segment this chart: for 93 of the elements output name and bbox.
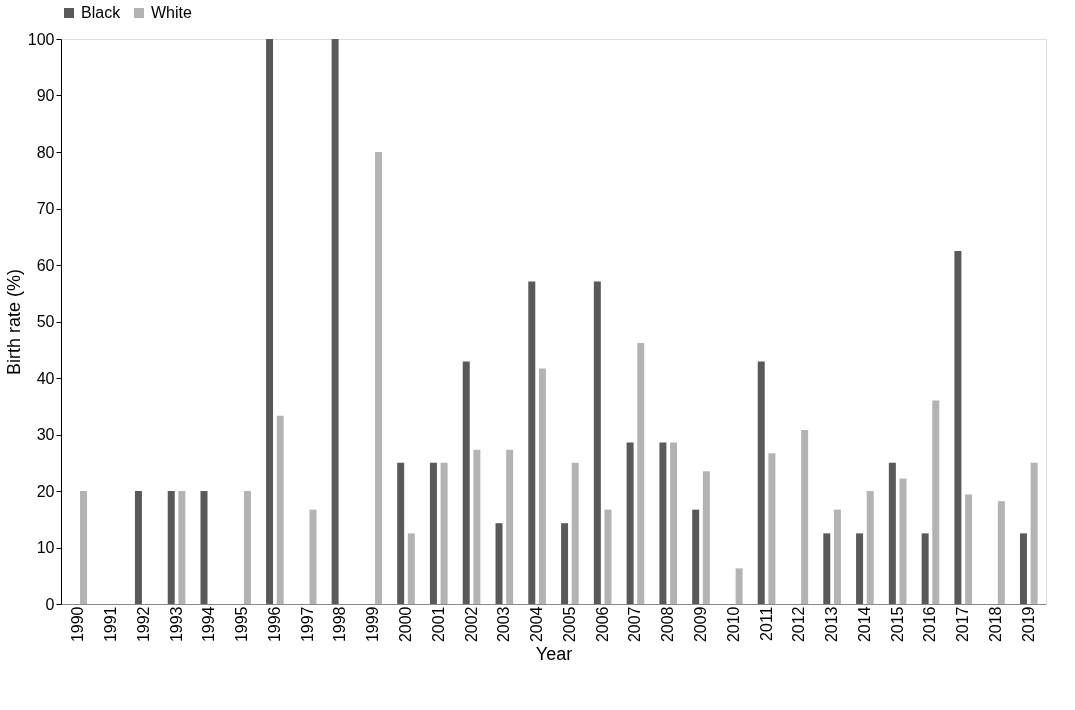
x-tick-label: 2003: [495, 606, 513, 643]
bar: [200, 491, 208, 604]
bar: [670, 442, 678, 604]
bar: [692, 509, 700, 604]
bar: [899, 478, 907, 604]
x-tick-label: 2014: [855, 606, 873, 643]
bar: [593, 281, 601, 604]
y-tick-label: 70: [36, 200, 55, 217]
bar: [538, 368, 546, 604]
y-tick-label: 10: [36, 539, 55, 556]
bar: [167, 491, 175, 604]
bar: [134, 491, 142, 604]
bar: [965, 494, 973, 604]
x-tick-label: 2005: [560, 606, 578, 643]
bar: [1019, 533, 1027, 604]
bar: [801, 429, 809, 604]
bar: [473, 449, 481, 604]
bar: [429, 462, 437, 604]
bar: [954, 250, 962, 604]
bar: [856, 533, 864, 604]
x-tick-label: 1996: [265, 606, 283, 643]
y-tick-label: 90: [36, 87, 55, 104]
x-tick-label: 2001: [429, 606, 447, 643]
bar: [823, 533, 831, 604]
y-tick-label: 50: [36, 313, 55, 330]
legend-label: Black: [81, 4, 122, 21]
x-tick-label: 2007: [626, 606, 644, 643]
x-tick-label: 1992: [134, 606, 152, 643]
bar: [397, 462, 405, 604]
bar: [921, 533, 929, 604]
x-tick-label: 1990: [69, 606, 87, 643]
x-tick-label: 1991: [101, 606, 119, 643]
bar: [528, 281, 536, 604]
bar: [375, 152, 383, 604]
y-tick-label: 80: [36, 143, 55, 161]
bar: [495, 523, 503, 604]
x-tick-label: 2008: [659, 606, 677, 643]
y-axis-title: Birth rate (%): [3, 268, 24, 376]
x-tick-label: 1993: [167, 606, 185, 643]
y-tick-label: 60: [36, 256, 55, 274]
bar: [626, 442, 634, 604]
bar: [506, 449, 514, 604]
y-tick-label: 100: [27, 30, 55, 48]
x-tick-label: 2010: [724, 606, 742, 643]
x-tick-label: 2012: [790, 606, 808, 643]
bar: [266, 39, 274, 604]
x-tick-label: 2016: [921, 606, 939, 643]
bar: [407, 533, 415, 604]
bar: [702, 471, 710, 604]
x-tick-label: 2002: [462, 606, 480, 643]
bar: [276, 415, 284, 604]
x-tick-label: 2015: [888, 606, 906, 643]
x-axis-title: Year: [535, 644, 573, 665]
y-tick-label: 20: [36, 482, 55, 500]
bar: [462, 361, 470, 604]
legend-label: White: [151, 4, 192, 21]
bar: [833, 509, 841, 604]
bar: [178, 491, 186, 604]
bar: [888, 462, 896, 604]
x-tick-label: 2017: [954, 606, 972, 643]
x-tick-label: 2011: [757, 606, 775, 641]
bar: [440, 462, 448, 604]
bar: [80, 491, 88, 604]
bar: [866, 491, 874, 604]
bar: [604, 509, 612, 604]
y-tick-label: 30: [36, 426, 55, 443]
x-tick-label: 2004: [528, 606, 546, 643]
x-tick-label: 1998: [331, 606, 349, 643]
bar: [659, 442, 667, 604]
bar: [768, 453, 776, 604]
x-tick-label: 2018: [987, 606, 1005, 643]
bar: [637, 342, 645, 604]
bar: [735, 568, 743, 604]
y-tick-label: 40: [36, 369, 55, 387]
bar: [757, 361, 765, 604]
x-tick-label: 1997: [298, 606, 316, 643]
x-tick-label: 1999: [364, 606, 382, 643]
bar: [561, 523, 569, 604]
x-tick-label: 1994: [200, 606, 218, 643]
x-tick-label: 1995: [233, 606, 251, 643]
bar: [997, 501, 1005, 604]
y-tick-label: 0: [45, 595, 55, 613]
x-tick-label: 2009: [692, 606, 709, 643]
x-tick-label: 2006: [593, 606, 611, 643]
bar: [309, 509, 317, 604]
x-tick-label: 2000: [397, 606, 414, 643]
bar: [571, 462, 579, 604]
x-tick-label: 2013: [823, 606, 841, 643]
x-tick-label: 2019: [1019, 606, 1037, 643]
bar: [1030, 462, 1038, 604]
bar: [243, 491, 251, 604]
bar: [932, 400, 940, 604]
bar: [331, 39, 339, 604]
